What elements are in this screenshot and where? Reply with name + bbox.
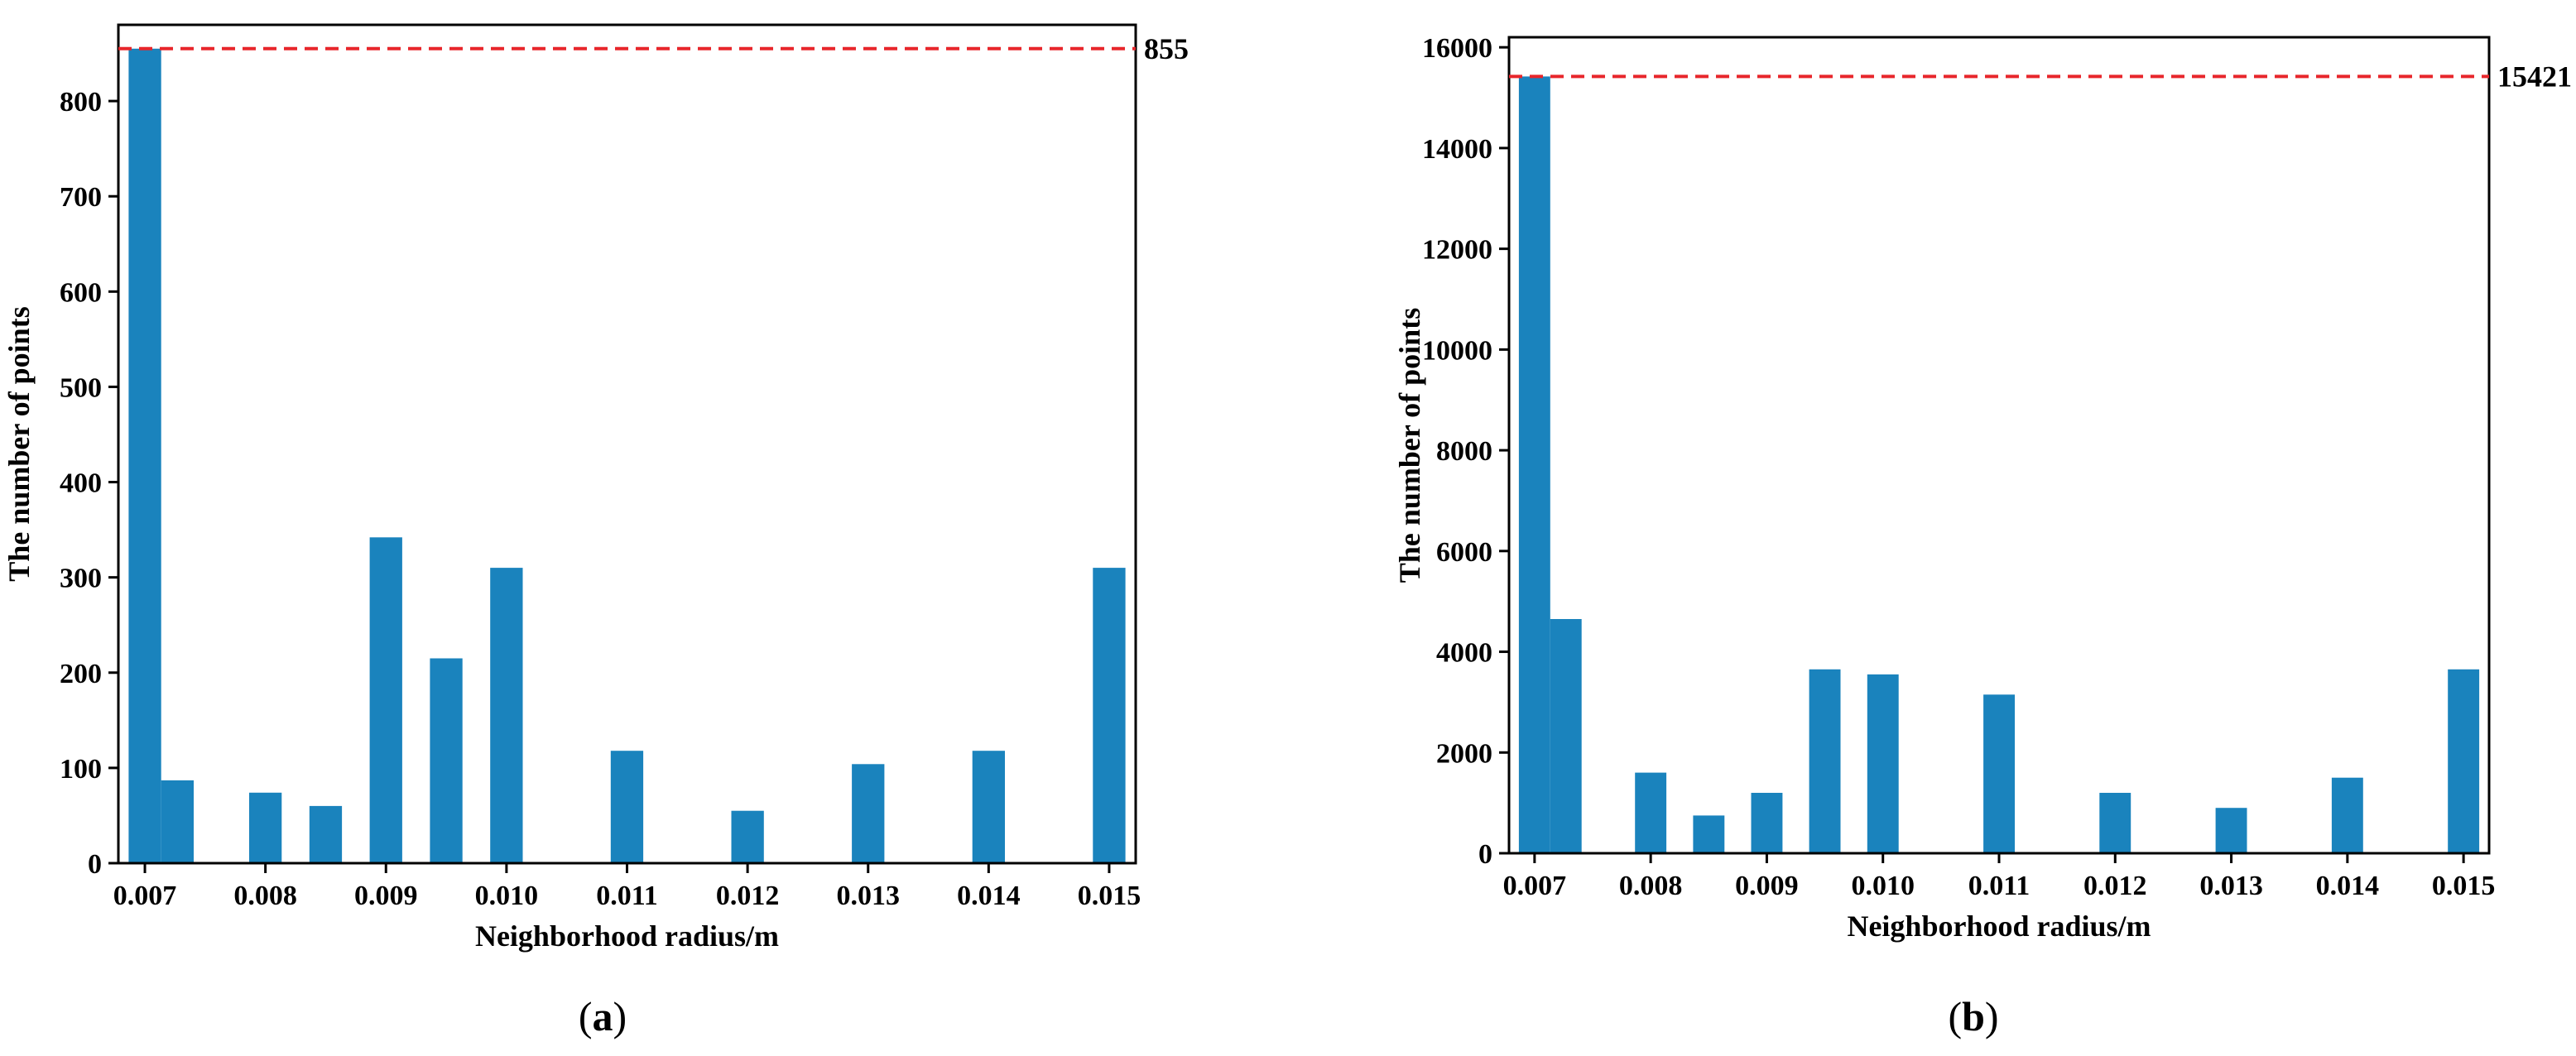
- y-tick-label-4: 400: [60, 468, 102, 499]
- x-tick-label-5: 0.012: [716, 881, 780, 911]
- y-tick-label-8: 800: [60, 87, 102, 118]
- bar-3: [1693, 815, 1725, 853]
- bar-8: [2099, 793, 2131, 853]
- y-tick-label-2: 4000: [1436, 638, 1492, 669]
- y-tick-label-1: 2000: [1436, 738, 1492, 769]
- max-reference-label: 855: [1144, 32, 1189, 65]
- x-tick-label-8: 0.015: [1078, 881, 1141, 911]
- bar-2: [249, 792, 282, 863]
- bar-1: [161, 780, 194, 863]
- bar-7: [1983, 694, 2015, 853]
- y-axis-label: The number of points: [2, 306, 36, 581]
- y-tick-label-7: 14000: [1422, 134, 1492, 165]
- panel-label: (b): [1948, 993, 1998, 1039]
- bar-10: [972, 751, 1005, 863]
- y-axis: 0 2000 4000 6000 8000 10000 12000 14000 16000: [1422, 33, 1509, 870]
- y-tick-label-5: 500: [60, 372, 102, 403]
- y-axis: 0 100 200 300 400 500 600 700 800: [60, 87, 118, 880]
- x-tick-label-7: 0.014: [2316, 871, 2380, 901]
- bar-5: [1809, 669, 1841, 853]
- bars-group: [128, 48, 1126, 864]
- y-tick-label-0: 0: [1478, 839, 1492, 870]
- x-tick-label-2: 0.009: [1735, 871, 1799, 901]
- x-tick-label-7: 0.014: [957, 881, 1021, 911]
- panel-label: (a): [579, 993, 627, 1039]
- y-tick-label-4: 8000: [1436, 436, 1492, 467]
- y-tick-label-7: 700: [60, 182, 102, 213]
- bar-2: [1635, 772, 1667, 853]
- x-axis: 0.007 0.008 0.009 0.010 0.011 0.012 0.013 0.014…: [113, 863, 1141, 911]
- y-axis-label: The number of points: [1393, 308, 1426, 583]
- x-tick-label-1: 0.008: [1619, 871, 1683, 901]
- x-axis-label: Neighborhood radius/m: [475, 919, 779, 953]
- bar-6: [1867, 674, 1899, 853]
- y-tick-label-1: 100: [60, 754, 102, 785]
- bar-10: [2331, 777, 2363, 853]
- x-tick-label-3: 0.010: [1851, 871, 1915, 901]
- bar-6: [490, 568, 523, 863]
- plot-frame: [117, 23, 1137, 865]
- chart-panel-b: 0 2000 4000 6000 8000 10000 12000 14000 16000 0.0…: [1393, 33, 2572, 1039]
- bar-11: [2448, 669, 2480, 853]
- x-tick-label-8: 0.015: [2432, 871, 2496, 901]
- y-tick-label-6: 12000: [1422, 235, 1492, 266]
- x-tick-label-3: 0.010: [475, 881, 539, 911]
- x-tick-label-4: 0.011: [1968, 871, 2031, 901]
- x-tick-label-0: 0.007: [113, 881, 177, 911]
- y-tick-label-2: 200: [60, 659, 102, 689]
- bar-4: [369, 537, 402, 863]
- bar-3: [309, 805, 343, 863]
- bar-11: [1093, 568, 1126, 863]
- y-tick-label-5: 10000: [1422, 335, 1492, 366]
- max-reference-label: 15421: [2497, 60, 2572, 93]
- bar-8: [731, 810, 764, 863]
- bar-9: [2215, 808, 2247, 853]
- bar-7: [610, 751, 644, 863]
- bar-0: [1518, 76, 1550, 853]
- x-tick-label-2: 0.009: [354, 881, 418, 911]
- y-tick-label-8: 16000: [1422, 33, 1492, 64]
- x-tick-label-6: 0.013: [2199, 871, 2263, 901]
- y-tick-label-6: 600: [60, 277, 102, 308]
- x-tick-label-1: 0.008: [233, 881, 297, 911]
- x-axis: 0.007 0.008 0.009 0.010 0.011 0.012 0.013 0.014…: [1503, 853, 2496, 901]
- y-tick-label-0: 0: [88, 849, 102, 880]
- y-tick-label-3: 6000: [1436, 537, 1492, 568]
- x-tick-label-4: 0.011: [596, 881, 658, 911]
- bar-9: [852, 764, 885, 863]
- bars-group: [1518, 76, 2480, 853]
- x-tick-label-5: 0.012: [2083, 871, 2147, 901]
- bar-0: [128, 48, 161, 864]
- chart-panel-a: 0 100 200 300 400 500 600 700 800 0.007 0.008 0.009…: [2, 23, 1189, 1039]
- x-tick-label-6: 0.013: [836, 881, 900, 911]
- y-tick-label-3: 300: [60, 564, 102, 594]
- bar-1: [1550, 619, 1582, 853]
- x-tick-label-0: 0.007: [1503, 871, 1567, 901]
- x-axis-label: Neighborhood radius/m: [1847, 910, 2151, 943]
- bar-4: [1751, 793, 1783, 853]
- bar-5: [430, 658, 463, 863]
